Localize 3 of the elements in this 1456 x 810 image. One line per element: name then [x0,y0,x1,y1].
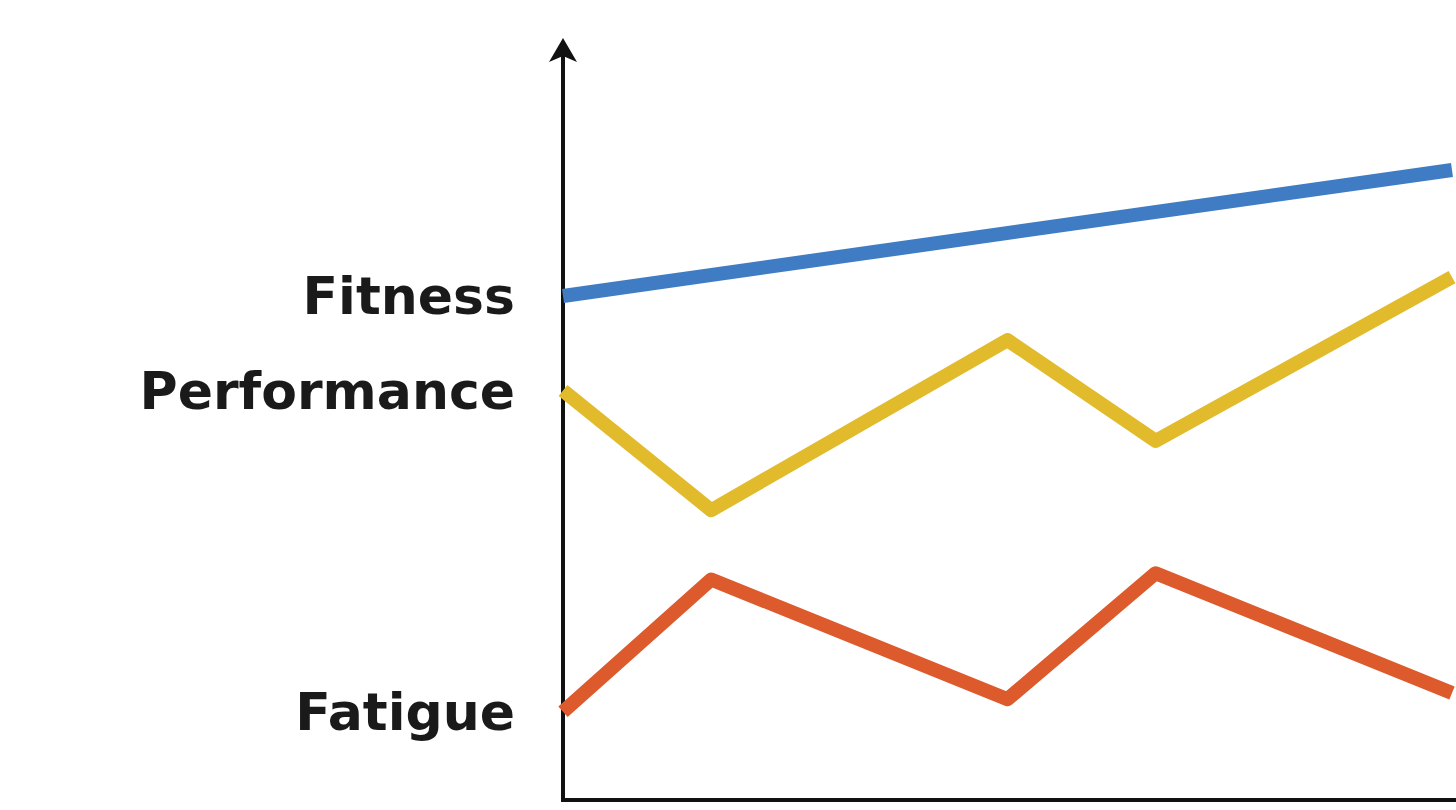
series-label: Fatigue [295,682,515,742]
series-label: Performance [139,360,515,421]
series-label: Fitness [302,266,515,327]
